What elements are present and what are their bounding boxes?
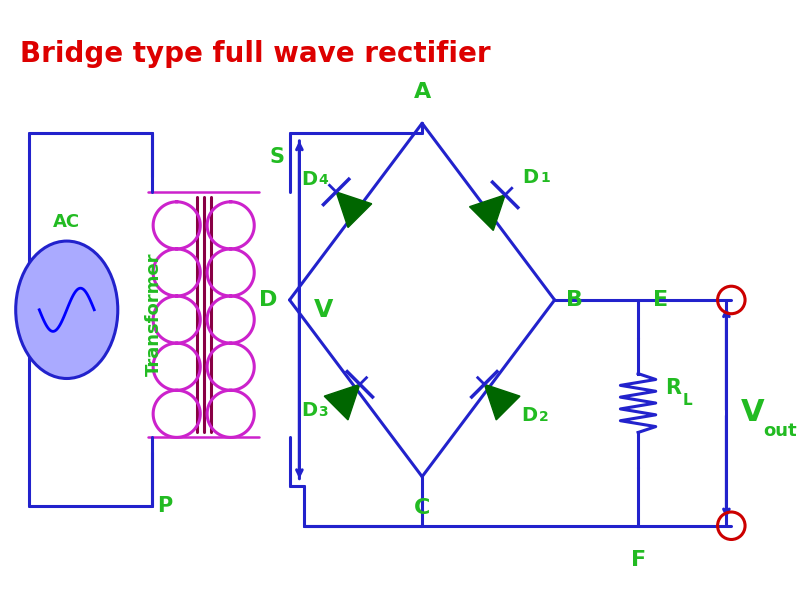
Polygon shape bbox=[336, 192, 372, 228]
Polygon shape bbox=[324, 384, 360, 420]
Text: P: P bbox=[157, 496, 172, 516]
Text: Transformer: Transformer bbox=[145, 253, 163, 377]
Text: V: V bbox=[314, 298, 334, 322]
Text: D: D bbox=[259, 290, 278, 310]
Text: out: out bbox=[764, 421, 798, 439]
Text: R: R bbox=[666, 378, 682, 398]
Text: D: D bbox=[521, 406, 537, 426]
Text: 3: 3 bbox=[318, 405, 328, 419]
Text: B: B bbox=[566, 290, 583, 310]
Text: 1: 1 bbox=[540, 171, 550, 185]
Ellipse shape bbox=[16, 241, 118, 378]
Text: F: F bbox=[630, 550, 646, 570]
Text: AC: AC bbox=[53, 213, 80, 231]
Text: A: A bbox=[414, 82, 430, 102]
Text: D: D bbox=[301, 170, 317, 189]
Text: 2: 2 bbox=[538, 409, 548, 424]
Text: E: E bbox=[653, 290, 668, 310]
Text: L: L bbox=[682, 393, 692, 408]
Polygon shape bbox=[484, 384, 520, 420]
Text: D: D bbox=[522, 167, 539, 187]
Text: S: S bbox=[270, 147, 285, 167]
Text: C: C bbox=[414, 498, 430, 519]
Text: Bridge type full wave rectifier: Bridge type full wave rectifier bbox=[20, 40, 490, 68]
Text: V: V bbox=[741, 398, 765, 427]
Text: 4: 4 bbox=[318, 173, 328, 187]
Polygon shape bbox=[470, 195, 505, 231]
Text: D: D bbox=[301, 401, 317, 420]
